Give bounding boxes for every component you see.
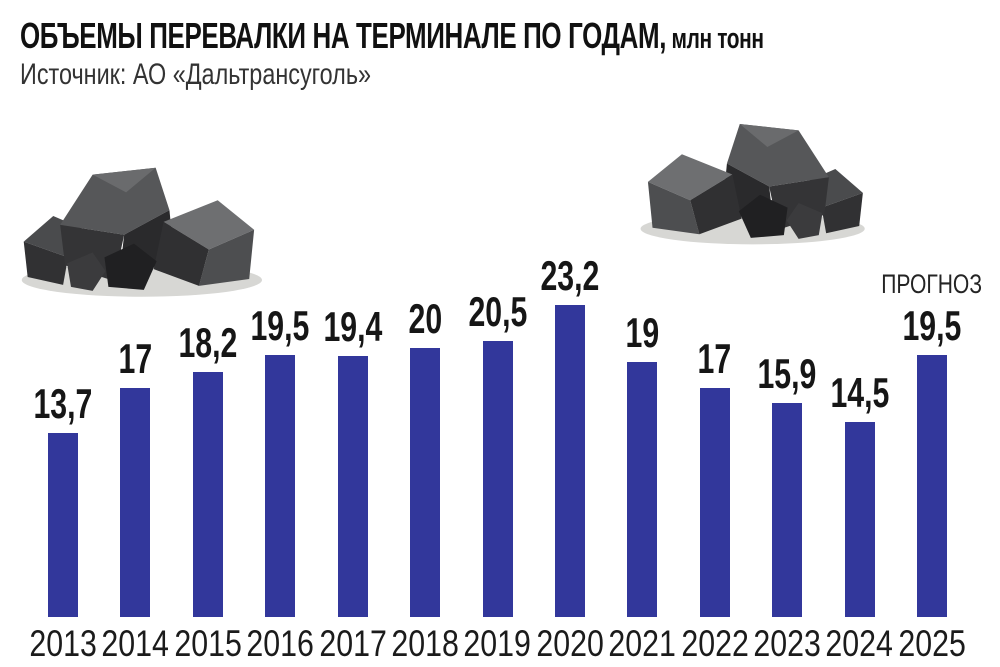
bar-2017 <box>337 356 368 617</box>
x-axis-label: 2021 <box>608 623 677 664</box>
x-axis-label: 2017 <box>318 623 387 664</box>
x-axis-label: 2025 <box>898 623 966 664</box>
bar-2019 <box>482 341 513 617</box>
page-title: ОБЪЕМЫ ПЕРЕВАЛКИ НА ТЕРМИНАЛЕ ПО ГОДАМ, … <box>20 18 764 54</box>
chart-column: 14,5 2024 <box>823 369 897 664</box>
chart-column: 19 2021 <box>605 308 679 664</box>
bar-2021 <box>627 361 658 617</box>
bar-2016 <box>265 354 296 617</box>
coal-pile-left-image <box>21 167 262 297</box>
chart-column: 20 2018 <box>388 295 462 664</box>
page-title-unit: млн тонн <box>666 23 764 55</box>
chart-column: 19,4 2017 <box>316 303 390 664</box>
coal-pile-shapes <box>640 123 865 245</box>
bar-2018 <box>410 348 441 617</box>
bar-value-label: 17 <box>697 335 732 383</box>
chart-column: 15,9 2023 <box>750 350 824 664</box>
chart-column: 13,7 2013 <box>26 379 100 664</box>
page-title-text: ОБЪЕМЫ ПЕРЕВАЛКИ НА ТЕРМИНАЛЕ ПО ГОДАМ, <box>20 15 667 56</box>
x-axis-label: 2013 <box>29 623 97 664</box>
bar-value-label: 15,9 <box>757 350 817 398</box>
x-axis-label: 2023 <box>753 623 821 664</box>
bar-value-label: 19,5 <box>250 301 310 349</box>
bar-value-label: 20 <box>408 295 442 342</box>
x-axis-label: 2019 <box>463 623 532 664</box>
bar-value-label: 18,2 <box>178 319 238 367</box>
x-axis-label: 2015 <box>174 623 242 664</box>
chart-column: 23,2 2020 <box>533 252 607 664</box>
chart-column: 19,5 2016 <box>243 301 317 664</box>
x-axis-label: 2018 <box>391 623 459 664</box>
x-axis-label: 2016 <box>246 623 315 664</box>
x-axis-label: 2014 <box>101 623 170 664</box>
bar-value-label: 14,5 <box>830 369 890 416</box>
x-axis-label: 2022 <box>681 623 749 664</box>
bar-value-label: 19,5 <box>902 301 962 349</box>
bar-value-label: 20,5 <box>468 288 527 336</box>
bar-2020 <box>554 305 585 617</box>
forecast-label: ПРОГНОЗ <box>881 268 983 299</box>
bar-value-label: 17 <box>118 335 153 383</box>
coal-pile-right-image <box>640 123 865 245</box>
bar-value-label: 19 <box>625 308 660 356</box>
chart-column: ПРОГНОЗ 19,5 2025 <box>882 270 983 664</box>
chart-column: 20,5 2019 <box>461 288 535 664</box>
bar-value-label: 19,4 <box>323 303 383 351</box>
x-axis-label: 2020 <box>536 623 604 664</box>
bar-value-label: 13,7 <box>33 379 93 427</box>
bar-2024 <box>844 422 875 617</box>
source-caption: Источник: АО «Дальтрансуголь» <box>20 58 372 91</box>
chart-column: 17 2022 <box>678 335 752 664</box>
chart-column: 18,2 2015 <box>171 319 245 664</box>
bar-2022 <box>699 388 730 617</box>
bar-2014 <box>120 388 151 617</box>
x-axis-label: 2024 <box>825 623 894 664</box>
coal-pile-shapes <box>21 167 262 297</box>
bar-2015 <box>192 372 223 617</box>
bar-value-label: 23,2 <box>540 252 600 299</box>
bar-2023 <box>772 403 803 617</box>
chart-column: 17 2014 <box>98 335 172 664</box>
bar-2013 <box>48 432 78 617</box>
bar-2025 <box>917 354 947 617</box>
